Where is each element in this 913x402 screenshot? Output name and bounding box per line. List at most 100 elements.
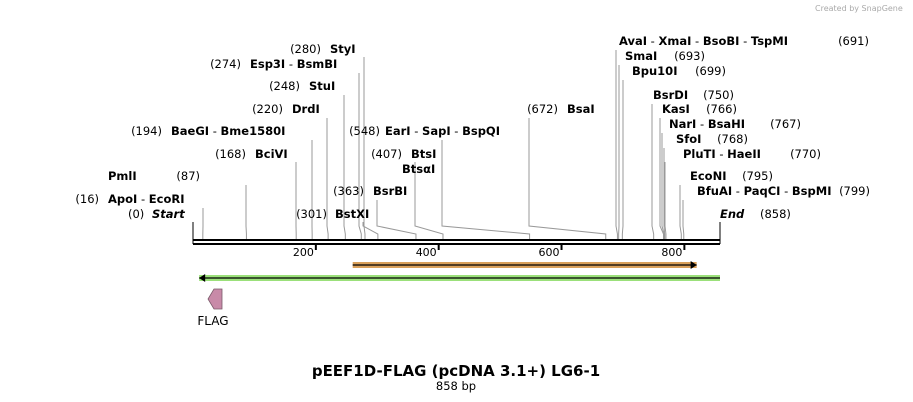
site-label-16: (16) ApoI - EcoRI <box>75 192 184 206</box>
site-name-haeii: HaeII <box>727 147 761 161</box>
feature-flag: FLAG <box>197 288 229 328</box>
site-names: NarI - BsaHI <box>669 117 745 131</box>
site-separator: - <box>739 34 750 48</box>
site-line-750 <box>651 104 655 240</box>
site-separator: - <box>209 124 220 138</box>
site-position: (672) <box>527 102 558 116</box>
site-name-esp3i: Esp3I <box>250 57 285 71</box>
site-position: (301) <box>296 207 327 221</box>
site-label-280: (280) StyI <box>290 42 356 56</box>
site-names: StyI <box>330 42 356 56</box>
orange-arrow-head <box>690 261 697 269</box>
site-position: (220) <box>252 102 283 116</box>
map-subtitle: 858 bp <box>436 379 476 393</box>
site-separator: - <box>285 57 296 71</box>
site-names: BsrDI <box>653 88 688 102</box>
site-label-87: (87) PmlI <box>108 169 200 183</box>
site-name-xmai: XmaI <box>659 34 692 48</box>
flag-feature-shape <box>207 288 223 310</box>
ruler-tick-label: 800 <box>661 246 682 259</box>
site-name-styi: StyI <box>330 42 356 56</box>
site-names: PluTI - HaeII <box>683 147 761 161</box>
ruler-tick-label: 400 <box>416 246 437 259</box>
site-label-363: (363) BsrBI <box>333 184 407 198</box>
site-separator: - <box>732 184 743 198</box>
site-separator: - <box>780 184 791 198</box>
site-names: AvaI - XmaI - BsoBI - TspMI <box>619 34 788 48</box>
site-position: (699) <box>695 64 726 78</box>
green-arrow <box>199 274 720 282</box>
site-names: PmlI <box>108 169 137 183</box>
site-name-eari: EarI <box>385 124 411 138</box>
site-line-699 <box>621 80 624 240</box>
site-names: BfuAI - PaqCI - BspMI <box>697 184 832 198</box>
site-line-248 <box>343 95 346 240</box>
site-name-bsahi: BsaHI <box>708 117 745 131</box>
site-name-bsai: BsaI <box>567 102 595 116</box>
site-label-799: BfuAI - PaqCI - BspMI (799) <box>697 184 870 198</box>
site-line-691 <box>615 50 618 240</box>
features: FLAG <box>197 261 720 328</box>
site-label-766: KasI (766) <box>662 102 737 116</box>
ruler: 200 400 600 800 <box>293 244 686 259</box>
site-position: (693) <box>674 49 705 63</box>
site-position: (248) <box>269 79 300 93</box>
ruler-tick-label: 200 <box>293 246 314 259</box>
site-names: BciVI <box>255 147 288 161</box>
site-name-apoi: ApoI <box>108 192 137 206</box>
site-name-bsmbi: BsmBI <box>297 57 338 71</box>
site-label-693: SmaI (693) <box>625 49 705 63</box>
site-name-sfoi: SfoI <box>676 132 701 146</box>
site-name-bsrdi: BsrDI <box>653 88 688 102</box>
site-position: (768) <box>717 132 748 146</box>
map-title: pEEF1D-FLAG (pcDNA 3.1+) LG6-1 <box>312 362 600 380</box>
site-name-bsrbi: BsrBI <box>373 184 407 198</box>
site-name-bspmi: BspMI <box>792 184 832 198</box>
site-line-280 <box>363 57 366 240</box>
site-position: (795) <box>742 169 773 183</box>
site-line-407 <box>414 162 444 240</box>
site-label-274: (274) Esp3I - BsmBI <box>210 57 337 71</box>
site-name-econi: EcoNI <box>690 169 726 183</box>
site-name-paqci: PaqCI <box>744 184 781 198</box>
site-label-768: SfoI (768) <box>676 132 748 146</box>
site-label-770: PluTI - HaeII (770) <box>683 147 821 161</box>
site-line-363 <box>376 200 417 240</box>
site-line-770 <box>664 162 667 240</box>
site-position: (16) <box>75 192 99 206</box>
site-label-220: (220) DrdI <box>252 102 320 116</box>
site-name-pluti: PluTI <box>683 147 716 161</box>
site-line-672 <box>528 118 607 240</box>
site-position: (767) <box>770 117 801 131</box>
site-name: BtsαI <box>402 162 435 176</box>
site-line-768 <box>663 148 666 240</box>
site-name-bsobi: BsoBI <box>703 34 740 48</box>
site-separator: - <box>696 117 707 131</box>
site-label-750: BsrDI (750) <box>653 88 734 102</box>
site-position: (0) <box>128 207 144 221</box>
site-position: (750) <box>703 88 734 102</box>
site-name-bspqi: BspQI <box>462 124 500 138</box>
site-separator: - <box>411 124 422 138</box>
site-position: (799) <box>839 184 870 198</box>
site-position: (280) <box>290 42 321 56</box>
site-name: Start <box>152 207 185 221</box>
site-names: StuI <box>309 79 335 93</box>
site-label-858: End (858) <box>720 207 791 221</box>
site-label-699: Bpu10I (699) <box>632 64 726 78</box>
site-name-baegi: BaeGI <box>171 124 209 138</box>
site-labels: (0) Start (16) ApoI - EcoRI (87) PmlI (168) Bci… <box>75 34 870 221</box>
backbone <box>192 222 721 245</box>
snapgene-credit: Created by SnapGene <box>815 4 903 13</box>
site-label-548: (548) EarI - SapI - BspQI <box>349 124 500 138</box>
site-position: (691) <box>838 34 869 48</box>
site-line-767 <box>661 133 665 240</box>
site-name-nari: NarI <box>669 117 696 131</box>
site-name-sapi: SapI <box>422 124 451 138</box>
site-lines <box>202 50 685 240</box>
site-line-220 <box>326 118 329 240</box>
site-separator: - <box>647 34 658 48</box>
site-position: (274) <box>210 57 241 71</box>
site-label-767: NarI - BsaHI (767) <box>669 117 801 131</box>
